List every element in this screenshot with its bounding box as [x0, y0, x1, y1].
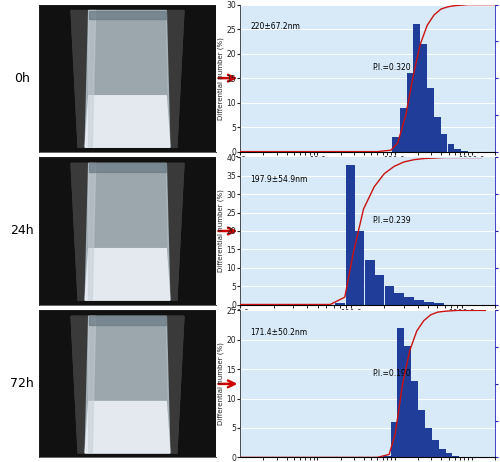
Bar: [454, 149, 461, 152]
Text: 24h: 24h: [10, 225, 34, 237]
Polygon shape: [166, 164, 184, 300]
Text: 0h: 0h: [14, 72, 30, 85]
Bar: [392, 137, 400, 152]
Polygon shape: [85, 401, 170, 453]
Y-axis label: Differential number (%): Differential number (%): [217, 36, 224, 120]
Polygon shape: [166, 11, 184, 147]
Bar: [432, 440, 438, 457]
Bar: [346, 165, 355, 304]
Bar: [424, 302, 434, 304]
Text: 197.9±54.9nm: 197.9±54.9nm: [250, 175, 308, 184]
X-axis label: Diameter (nm): Diameter (nm): [336, 319, 398, 328]
Bar: [334, 303, 345, 304]
Polygon shape: [85, 164, 170, 300]
Text: 220±67.2nm: 220±67.2nm: [250, 22, 300, 31]
Bar: [448, 144, 454, 152]
Polygon shape: [166, 316, 184, 453]
Text: 72h: 72h: [10, 377, 34, 390]
Bar: [383, 456, 390, 457]
Polygon shape: [88, 164, 166, 172]
Bar: [428, 88, 434, 152]
Bar: [418, 410, 425, 457]
Bar: [407, 73, 414, 152]
Polygon shape: [85, 249, 170, 300]
X-axis label: Diameter (nm): Diameter (nm): [336, 166, 398, 175]
Bar: [446, 453, 452, 457]
Polygon shape: [85, 11, 170, 147]
Polygon shape: [88, 11, 96, 147]
Bar: [374, 275, 384, 304]
Polygon shape: [88, 164, 96, 300]
Bar: [438, 449, 446, 457]
Bar: [355, 231, 364, 304]
Polygon shape: [88, 316, 96, 453]
Bar: [400, 108, 406, 152]
Polygon shape: [85, 96, 170, 147]
Polygon shape: [71, 164, 184, 300]
Bar: [420, 44, 427, 152]
Bar: [398, 328, 404, 457]
Bar: [434, 117, 440, 152]
Polygon shape: [71, 316, 184, 453]
Polygon shape: [85, 316, 170, 453]
Bar: [392, 422, 398, 457]
Bar: [414, 24, 420, 152]
Bar: [425, 428, 432, 457]
Polygon shape: [71, 164, 88, 300]
Bar: [364, 261, 374, 304]
Polygon shape: [71, 316, 88, 453]
Bar: [404, 297, 414, 304]
Bar: [452, 456, 460, 457]
Text: P.I.=0.320: P.I.=0.320: [372, 63, 412, 73]
Polygon shape: [88, 11, 166, 19]
Bar: [384, 286, 394, 304]
Polygon shape: [71, 11, 88, 147]
Y-axis label: Differential number (%): Differential number (%): [217, 342, 224, 426]
Polygon shape: [88, 316, 166, 325]
Bar: [404, 346, 411, 457]
Y-axis label: Differential number (%): Differential number (%): [217, 189, 224, 273]
Bar: [411, 381, 418, 457]
Bar: [414, 300, 424, 304]
Text: 171.4±50.2nm: 171.4±50.2nm: [250, 328, 308, 337]
Text: P.I.=0.190: P.I.=0.190: [372, 369, 412, 378]
Bar: [394, 293, 404, 304]
Polygon shape: [71, 11, 184, 147]
Text: P.I.=0.239: P.I.=0.239: [372, 216, 412, 225]
Bar: [461, 151, 468, 152]
Bar: [440, 134, 448, 152]
